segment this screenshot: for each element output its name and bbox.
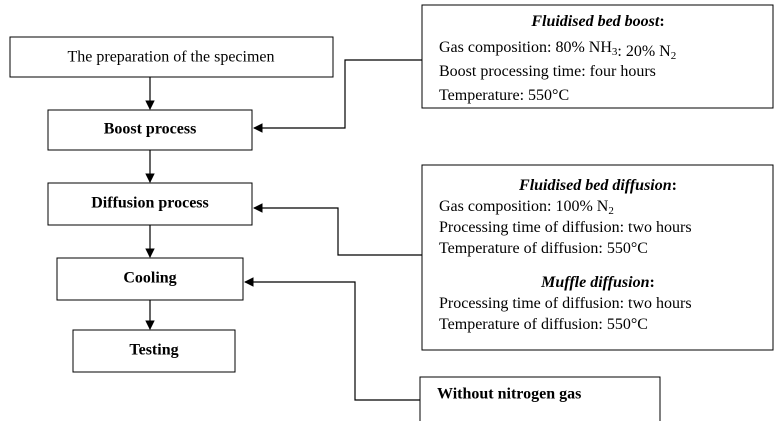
note-line: Gas composition: 100% N2 [439, 198, 614, 217]
line-text: Processing time of diffusion: two hours [439, 295, 692, 312]
line-text: : 20% N [617, 43, 671, 60]
title-colon: : [672, 177, 677, 194]
node-label: The preparation of the specimen [67, 49, 274, 66]
note-line: Processing time of diffusion: two hours [439, 219, 692, 236]
line-text: Temperature of diffusion: 550°C [439, 240, 648, 257]
note-box [421, 4, 774, 109]
note-line: Temperature of diffusion: 550°C [439, 316, 648, 333]
line-text: Temperature: 550°C [439, 87, 569, 104]
node-box [56, 257, 244, 301]
node-label: Testing [129, 342, 178, 359]
connector [253, 203, 422, 256]
side-label: Without nitrogen gas [437, 386, 581, 403]
note-line: Temperature of diffusion: 550°C [439, 240, 648, 257]
connector [295, 281, 420, 401]
title-colon: : [659, 13, 664, 30]
line-text: Gas composition: 100% N [439, 198, 609, 215]
node-box [9, 36, 334, 78]
line-text: Processing time of diffusion: two hours [439, 219, 692, 236]
note-line: Gas composition: 80% NH3: 20% N2 [439, 39, 676, 62]
node-label: Diffusion process [91, 195, 209, 212]
note-line: Boost processing time: four hours [439, 63, 656, 80]
side-box [419, 376, 661, 421]
line-text: Boost processing time: four hours [439, 63, 656, 80]
note-title: Muffle diffusion: [540, 274, 655, 291]
node-box [72, 329, 236, 373]
subscript: 3 [612, 46, 618, 58]
title-text: Muffle diffusion [540, 274, 649, 291]
note-line: Temperature: 550°C [439, 87, 569, 104]
note-title: Fluidised bed diffusion: [518, 177, 677, 194]
line-text: Temperature of diffusion: 550°C [439, 316, 648, 333]
title-text: Fluidised bed diffusion [518, 177, 672, 194]
title-colon: : [650, 274, 655, 291]
note-line: Processing time of diffusion: two hours [439, 295, 692, 312]
node-box [47, 109, 253, 151]
node-box [47, 182, 253, 226]
connector [253, 59, 422, 133]
node-label: Boost process [104, 121, 197, 138]
node-label: Cooling [123, 270, 176, 287]
note-box [421, 164, 774, 351]
subscript: 2 [608, 205, 614, 217]
line-text: Gas composition: 80% NH [439, 39, 612, 56]
note-title: Fluidised bed boost: [530, 13, 664, 30]
subscript: 2 [671, 50, 677, 62]
title-text: Fluidised bed boost [530, 13, 660, 30]
